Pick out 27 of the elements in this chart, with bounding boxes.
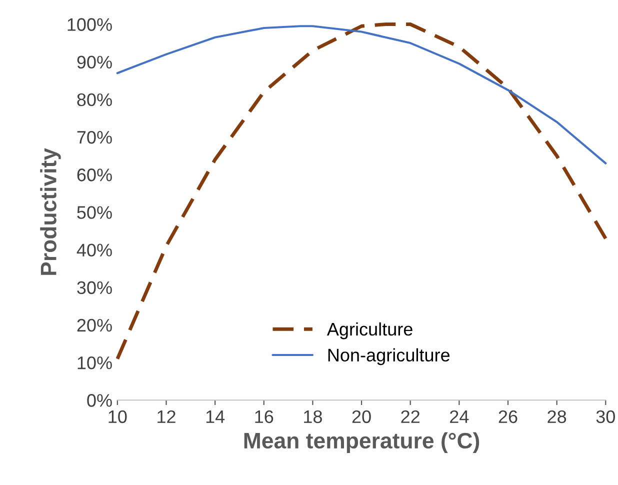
y-tick-label: 20%	[77, 318, 112, 332]
y-axis-title: Productivity	[40, 148, 61, 275]
x-tick-label: 24	[450, 410, 469, 423]
y-tick-label: 80%	[77, 93, 112, 106]
x-tick-label: 26	[498, 410, 518, 424]
y-tick-label: 70%	[77, 130, 112, 144]
x-tick-label: 18	[304, 410, 322, 424]
y-tick-label: 60%	[77, 168, 112, 182]
y-tick-label: 90%	[77, 56, 112, 69]
y-tick-label: 10%	[78, 356, 112, 370]
x-tick-label: 16	[255, 410, 274, 424]
y-tick-label: 50%	[77, 206, 112, 219]
y-tick-label: 0%	[87, 394, 112, 407]
line-series	[116, 25, 607, 164]
x-axis-title: Mean temperature (°C)	[244, 432, 480, 453]
legend-label: Non-agriculture	[328, 348, 450, 366]
legend-label: Agriculture	[326, 322, 412, 340]
x-tick-label: 28	[548, 410, 566, 424]
x-tick-label: 22	[401, 410, 420, 423]
y-tick-label: 30%	[77, 281, 112, 294]
x-tick-label: 10	[108, 410, 127, 424]
x-tick-label: 30	[596, 410, 615, 424]
x-tick-label: 20	[352, 410, 371, 424]
x-tick-label: 14	[206, 410, 225, 423]
x-tick-label: 12	[158, 410, 176, 423]
y-tick-label: 100%	[68, 18, 112, 31]
y-tick-label: 40%	[76, 244, 112, 256]
